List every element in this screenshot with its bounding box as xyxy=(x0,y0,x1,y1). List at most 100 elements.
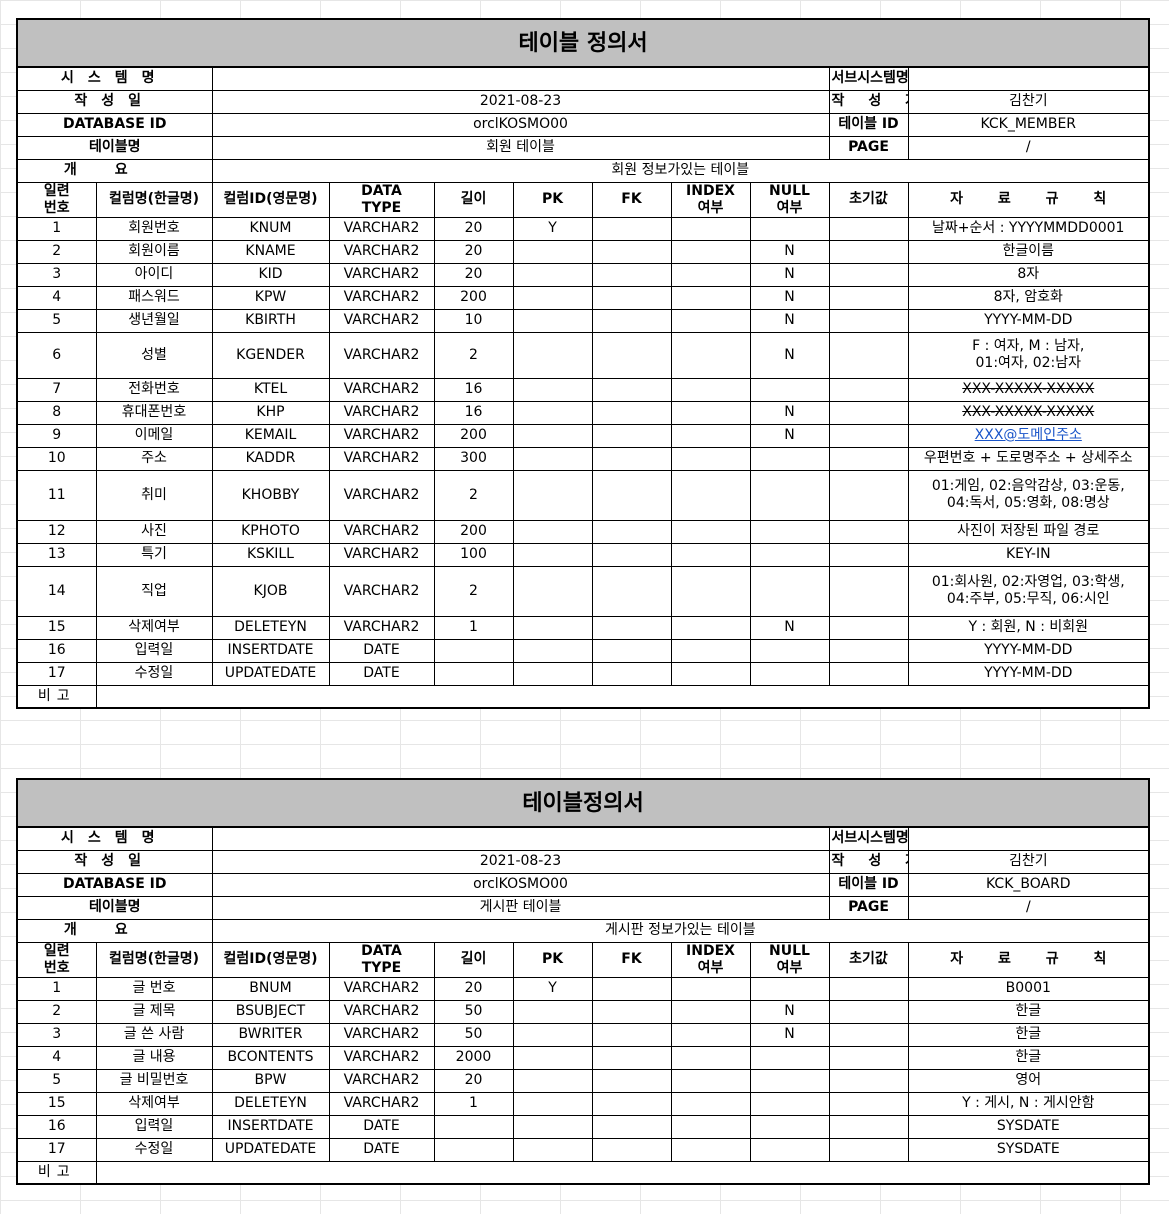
cell-null xyxy=(749,1137,830,1162)
cell-cid: UPDATEDATE xyxy=(211,661,330,686)
cell-len: 50 xyxy=(433,999,514,1024)
header-rule: 자 료 규 칙 xyxy=(907,941,1150,978)
cell-index xyxy=(670,216,751,241)
cell-kname: 삭제여부 xyxy=(95,615,213,640)
cell-rule[interactable]: XXX@도메인주소 xyxy=(907,423,1150,448)
cell-type: VARCHAR2 xyxy=(328,262,435,287)
cell-type: VARCHAR2 xyxy=(328,423,435,448)
cell-null: N xyxy=(749,999,830,1024)
system-row-value xyxy=(211,826,830,851)
cell-rule: YYYY-MM-DD xyxy=(907,638,1150,663)
table-name-row-label-2: PAGE xyxy=(828,895,909,920)
cell-type: VARCHAR2 xyxy=(328,285,435,310)
cell-len: 20 xyxy=(433,976,514,1001)
cell-cid: KTEL xyxy=(211,377,330,402)
cell-cid: DELETEYN xyxy=(211,615,330,640)
cell-no: 15 xyxy=(16,1091,97,1116)
overview-row-value: 회원 정보가있는 테이블 xyxy=(211,158,1150,183)
header-type: DATA TYPE xyxy=(328,941,435,978)
cell-no: 11 xyxy=(16,469,97,521)
cell-kname: 삭제여부 xyxy=(95,1091,213,1116)
cell-len: 50 xyxy=(433,1022,514,1047)
table-row: 7 전화번호 KTEL VARCHAR2 16 XXX-XXXXX-XXXXX xyxy=(16,377,1150,402)
system-row-label: 시스템명 xyxy=(16,826,213,851)
date-row-value-2: 김찬기 xyxy=(907,89,1150,114)
cell-no: 17 xyxy=(16,661,97,686)
cell-rule: 한글 xyxy=(907,1045,1150,1070)
header-len: 길이 xyxy=(433,181,514,218)
sheet-title: 테이블 정의서 xyxy=(16,18,1150,68)
cell-index xyxy=(670,1114,751,1139)
cell-default xyxy=(828,1022,909,1047)
cell-fk xyxy=(591,999,672,1024)
cell-no: 6 xyxy=(16,331,97,379)
cell-no: 5 xyxy=(16,1068,97,1093)
cell-fk xyxy=(591,308,672,333)
cell-pk xyxy=(512,1114,593,1139)
cell-default xyxy=(828,400,909,425)
cell-pk xyxy=(512,1137,593,1162)
cell-cid: UPDATEDATE xyxy=(211,1137,330,1162)
cell-index xyxy=(670,446,751,471)
cell-no: 3 xyxy=(16,1022,97,1047)
cell-null: N xyxy=(749,331,830,379)
cell-null: N xyxy=(749,239,830,264)
database-row: DATABASE ID orclKOSMO00 테이블 ID KCK_BOARD xyxy=(16,872,1150,897)
header-cid: 컬럼ID(영문명) xyxy=(211,181,330,218)
cell-rule: 한글이름 xyxy=(907,239,1150,264)
cell-kname: 글 쓴 사람 xyxy=(95,1022,213,1047)
cell-len: 20 xyxy=(433,216,514,241)
database-row-label-2: 테이블 ID xyxy=(828,112,909,137)
cell-no: 16 xyxy=(16,638,97,663)
cell-rule: 우편번호 + 도로명주소 + 상세주소 xyxy=(907,446,1150,471)
cell-default xyxy=(828,615,909,640)
cell-null xyxy=(749,661,830,686)
cell-index xyxy=(670,1068,751,1093)
cell-type: DATE xyxy=(328,638,435,663)
cell-default xyxy=(828,976,909,1001)
cell-type: VARCHAR2 xyxy=(328,976,435,1001)
cell-len: 1 xyxy=(433,615,514,640)
cell-kname: 특기 xyxy=(95,542,213,567)
cell-type: VARCHAR2 xyxy=(328,331,435,379)
cell-null xyxy=(749,519,830,544)
cell-default xyxy=(828,1091,909,1116)
table-name-row-value: 회원 테이블 xyxy=(211,135,830,160)
cell-no: 1 xyxy=(16,216,97,241)
cell-type: VARCHAR2 xyxy=(328,239,435,264)
cell-fk xyxy=(591,661,672,686)
table-row: 13 특기 KSKILL VARCHAR2 100 KEY-IN xyxy=(16,542,1150,567)
cell-index xyxy=(670,469,751,521)
cell-kname: 이메일 xyxy=(95,423,213,448)
table-row: 11 취미 KHOBBY VARCHAR2 2 01:게임, 02:음악감상, 03:운동… xyxy=(16,469,1150,521)
cell-no: 3 xyxy=(16,262,97,287)
cell-pk xyxy=(512,331,593,379)
cell-fk xyxy=(591,285,672,310)
header-type: DATA TYPE xyxy=(328,181,435,218)
cell-null: N xyxy=(749,308,830,333)
cell-null xyxy=(749,638,830,663)
cell-cid: KID xyxy=(211,262,330,287)
cell-kname: 취미 xyxy=(95,469,213,521)
header-fk: FK xyxy=(591,181,672,218)
cell-cid: KHOBBY xyxy=(211,469,330,521)
cell-null: N xyxy=(749,285,830,310)
table-row: 17 수정일 UPDATEDATE DATE YYYY-MM-DD xyxy=(16,661,1150,686)
cell-pk xyxy=(512,1045,593,1070)
cell-pk xyxy=(512,400,593,425)
cell-null xyxy=(749,377,830,402)
cell-index xyxy=(670,1022,751,1047)
cell-no: 17 xyxy=(16,1137,97,1162)
database-row-label-2: 테이블 ID xyxy=(828,872,909,897)
cell-fk xyxy=(591,638,672,663)
cell-cid: KNAME xyxy=(211,239,330,264)
cell-cid: BCONTENTS xyxy=(211,1045,330,1070)
cell-null: N xyxy=(749,423,830,448)
cell-kname: 주소 xyxy=(95,446,213,471)
database-row-value-2: KCK_BOARD xyxy=(907,872,1150,897)
